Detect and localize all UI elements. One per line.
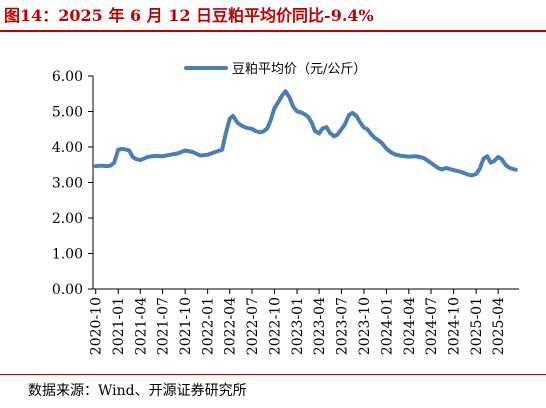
y-tick-label: 3.00 (52, 176, 83, 192)
source-note: 数据来源：Wind、开源证券研究所 (28, 383, 247, 399)
x-tick-label: 2021-07 (156, 297, 172, 355)
y-tick-label: 2.00 (52, 211, 83, 227)
title-divider (0, 30, 546, 32)
y-tick-label: 6.00 (52, 69, 83, 85)
x-tick-label: 2023-10 (357, 297, 373, 355)
series-line-soybean-meal-price (93, 89, 518, 178)
x-tick-label: 2022-04 (223, 297, 239, 355)
x-tick-label: 2023-01 (290, 297, 306, 355)
x-tick-label: 2024-01 (379, 297, 395, 355)
chart-legend: 豆粕平均价（元/公斤） (184, 62, 366, 77)
x-tick-label: 2024-07 (424, 297, 440, 355)
line-chart: 豆粕平均价（元/公斤） 0.00 1.00 2.00 3.00 4.00 5.00 6.00… (52, 62, 519, 355)
x-tick-label: 2024-10 (447, 297, 463, 355)
figure-title: 图14：2025 年 6 月 12 日豆粕平均价同比-9.4% (4, 6, 374, 25)
x-tick-label: 2025-01 (469, 297, 485, 355)
x-tick-label: 2022-01 (201, 297, 217, 355)
x-tick-label: 2021-10 (178, 297, 194, 355)
y-ticks: 0.00 1.00 2.00 3.00 4.00 5.00 6.00 (52, 69, 93, 298)
x-tick-label: 2024-04 (402, 297, 418, 355)
x-ticks: 2020-10 2021-01 2021-04 2021-07 2021-10 2022-… (89, 289, 507, 355)
source-divider (0, 374, 546, 375)
y-tick-label: 5.00 (52, 105, 83, 121)
x-tick-label: 2021-04 (133, 297, 149, 355)
legend-label: 豆粕平均价（元/公斤） (232, 62, 366, 77)
x-tick-label: 2025-04 (491, 297, 507, 355)
x-tick-label: 2022-10 (268, 297, 284, 355)
x-tick-label: 2023-04 (312, 297, 328, 355)
y-tick-label: 4.00 (52, 140, 83, 156)
x-tick-label: 2020-10 (89, 297, 105, 355)
x-tick-label: 2022-07 (245, 297, 261, 355)
x-tick-label: 2021-01 (111, 297, 127, 355)
x-tick-label: 2023-07 (334, 297, 350, 355)
y-tick-label: 0.00 (52, 282, 83, 298)
y-tick-label: 1.00 (52, 247, 83, 263)
